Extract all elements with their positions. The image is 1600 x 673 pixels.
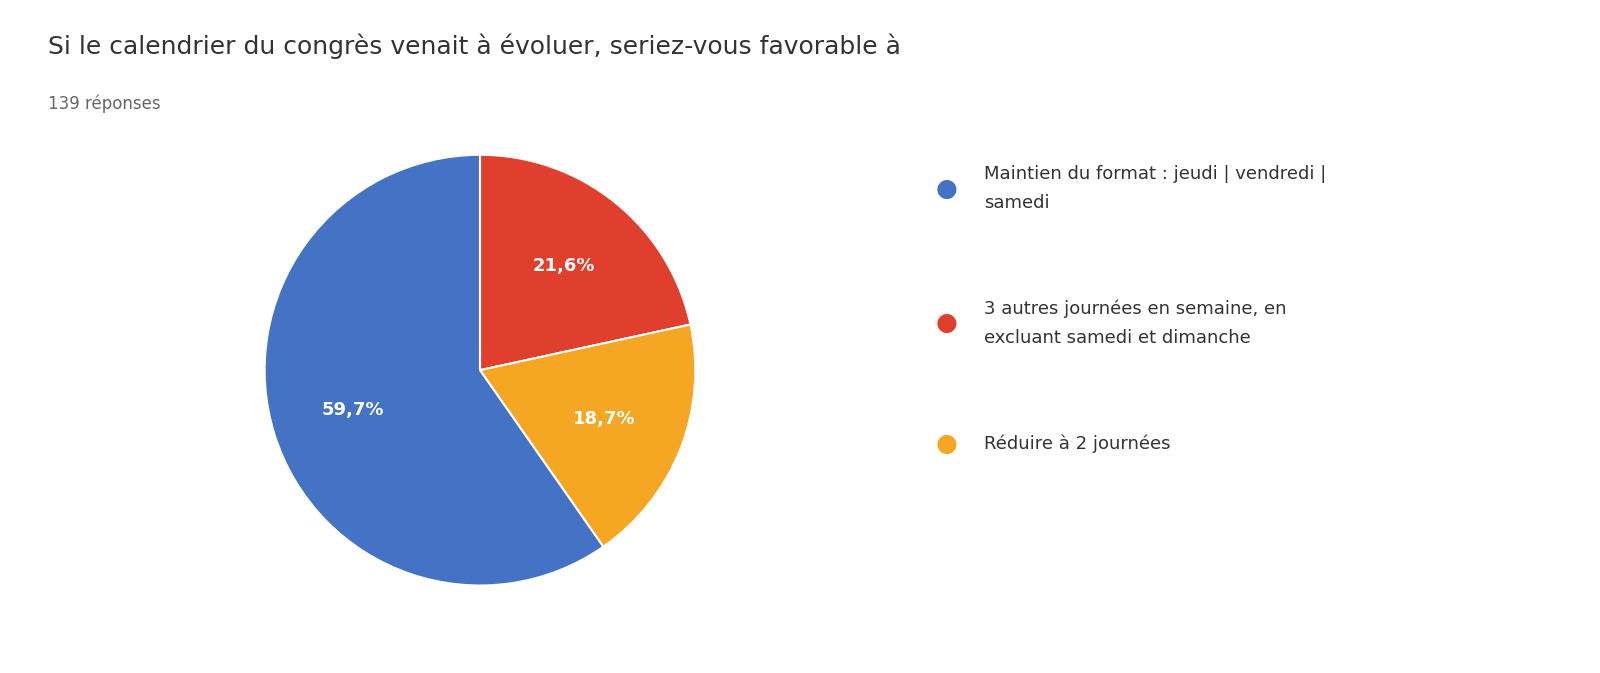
Text: 18,7%: 18,7% [573, 410, 635, 428]
Wedge shape [480, 155, 691, 370]
Text: Maintien du format : jeudi | vendredi |
samedi: Maintien du format : jeudi | vendredi | … [984, 165, 1326, 212]
Wedge shape [480, 324, 696, 546]
Text: 3 autres journées en semaine, en
excluant samedi et dimanche: 3 autres journées en semaine, en excluan… [984, 299, 1286, 347]
Text: ●: ● [936, 432, 958, 456]
Text: 59,7%: 59,7% [322, 401, 384, 419]
Text: ●: ● [936, 176, 958, 201]
Text: 21,6%: 21,6% [533, 257, 595, 275]
Text: 139 réponses: 139 réponses [48, 94, 160, 112]
Wedge shape [264, 155, 603, 586]
Text: Réduire à 2 journées: Réduire à 2 journées [984, 435, 1171, 454]
Text: ●: ● [936, 311, 958, 335]
Text: Si le calendrier du congrès venait à évoluer, seriez-vous favorable à: Si le calendrier du congrès venait à évo… [48, 34, 901, 59]
